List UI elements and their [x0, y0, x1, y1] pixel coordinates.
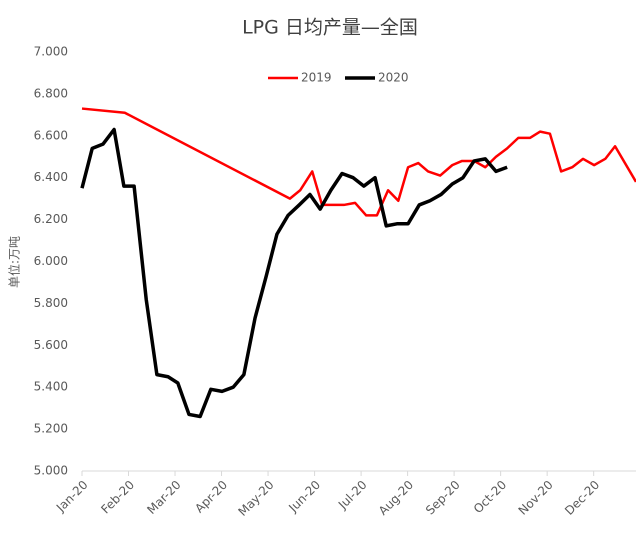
y-axis-label: 单位:万吨 — [7, 236, 22, 288]
y-tick-label: 7.000 — [34, 45, 68, 59]
line-series — [81, 107, 636, 217]
y-tick-label: 6.600 — [34, 128, 68, 142]
legend-label: 2019 — [301, 71, 332, 85]
y-tick-label: 6.800 — [34, 86, 68, 100]
y-tick-label: 5.200 — [34, 422, 68, 436]
y-tick-label: 5.800 — [34, 296, 68, 310]
y-tick-label: 5.000 — [34, 464, 68, 478]
y-tick-label: 5.400 — [34, 380, 68, 394]
y-tick-label: 6.200 — [34, 212, 68, 226]
legend-label: 2020 — [378, 71, 409, 85]
y-tick-label: 6.400 — [34, 170, 68, 184]
line-series — [80, 127, 508, 419]
y-tick-label: 5.600 — [34, 338, 68, 352]
chart-title: LPG 日均产量—全国 — [242, 17, 418, 39]
y-tick-label: 6.000 — [34, 254, 68, 268]
